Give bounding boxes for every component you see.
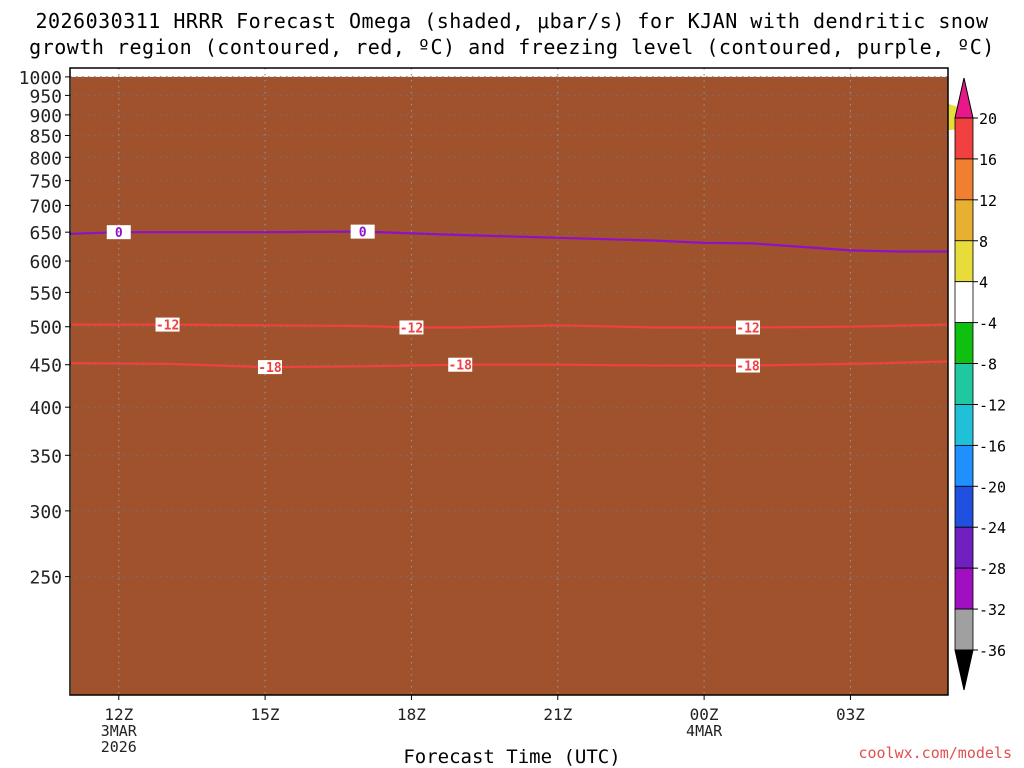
source-link[interactable]: coolwx.com/models [858, 744, 1012, 762]
colorbar-segment-3 [954, 240, 974, 283]
dgz-minus12-label-bg-1 [399, 320, 424, 335]
colorbar-segment-1 [954, 158, 974, 201]
colorbar-label-13: -36 [979, 642, 1006, 660]
colorbar-label-9: -20 [979, 478, 1006, 496]
terrain-band [71, 76, 948, 696]
dgz-minus18-line [69, 360, 949, 369]
colorbar-segment-12 [954, 608, 974, 651]
x-tick-label-21Z: 21Z [543, 705, 572, 724]
colorbar-segment-7 [954, 404, 974, 446]
freezing-level-label-bg-0 [106, 225, 131, 240]
y-tick-label-250: 250 [29, 568, 62, 589]
colorbar-bottom-arrow [954, 649, 974, 691]
chart-title-line-2: growth region (contoured, red, ºC) and f… [29, 35, 995, 59]
dgz-minus12-label-0: -12 [156, 319, 179, 334]
x-tick-sublabel-12Z: 3MAR [101, 722, 138, 740]
colorbar-label-12: -32 [979, 601, 1006, 619]
dgz-minus12-label-1: -12 [400, 321, 423, 336]
y-tick-label-400: 400 [29, 398, 62, 419]
x-tick-year-12Z: 2026 [101, 738, 137, 756]
colorbar-top-arrow [954, 77, 974, 119]
colorbar-label-3: 8 [979, 233, 988, 251]
x-tick-label-18Z: 18Z [397, 705, 426, 724]
x-tick-label-00Z: 00Z [690, 705, 719, 724]
freezing-level-label-bg-1 [350, 224, 375, 239]
colorbar-label-0: 20 [979, 110, 997, 128]
colorbar-label-7: -12 [979, 396, 1006, 414]
y-tick-label-650: 650 [29, 223, 62, 244]
y-tick-label-500: 500 [29, 318, 62, 339]
dgz-minus18-label-bg-0 [257, 360, 282, 375]
colorbar-segment-10 [954, 526, 974, 569]
colorbar-label-4: 4 [979, 274, 988, 292]
y-tick-label-750: 750 [29, 172, 62, 193]
x-tick-label-15Z: 15Z [251, 705, 280, 724]
freezing-level-label-0: 0 [115, 226, 123, 241]
colorbar-label-10: -24 [979, 519, 1006, 537]
dgz-minus18-label-0: -18 [258, 361, 282, 376]
colorbar-label-1: 16 [979, 151, 997, 169]
colorbar-label-11: -28 [979, 560, 1006, 578]
y-tick-label-700: 700 [29, 196, 62, 217]
dgz-minus18-label-1: -18 [448, 359, 472, 374]
dgz-minus12-label-bg-2 [736, 320, 761, 335]
x-axis-label: Forecast Time (UTC) [403, 746, 621, 768]
y-tick-label-450: 450 [29, 356, 62, 377]
colorbar-segment-5 [954, 322, 974, 364]
x-tick-sublabel-00Z: 4MAR [686, 722, 723, 740]
y-tick-label-800: 800 [29, 148, 62, 169]
colorbar-segment-2 [954, 199, 974, 242]
y-tick-label-600: 600 [29, 252, 62, 273]
colorbar-label-5: -4 [979, 315, 997, 333]
plot-frame [69, 67, 949, 696]
y-tick-label-950: 950 [29, 86, 62, 107]
freezing-level-label-1: 0 [359, 226, 367, 241]
colorbar-label-6: -8 [979, 356, 997, 374]
dgz-minus18-label-bg-1 [448, 357, 473, 372]
y-tick-label-550: 550 [29, 283, 62, 304]
colorbar-segment-0 [954, 117, 974, 160]
colorbar-segment-9 [954, 485, 974, 528]
colorbar-segment-4 [954, 281, 974, 324]
colorbar-label-8: -16 [979, 437, 1006, 455]
x-tick-label-03Z: 03Z [836, 705, 865, 724]
dgz-minus18-label-2: -18 [736, 360, 760, 375]
y-tick-label-900: 900 [29, 106, 62, 127]
dgz-minus18-label-bg-2 [736, 358, 761, 373]
freezing-level-line [69, 230, 948, 253]
colorbar-segment-8 [954, 444, 974, 487]
colorbar-label-2: 12 [979, 192, 997, 210]
chart-title-line-1: 2026030311 HRRR Forecast Omega (shaded, … [35, 9, 989, 33]
colorbar-segment-11 [954, 567, 974, 610]
dgz-minus12-line [70, 323, 949, 329]
y-tick-label-1000: 1000 [19, 68, 62, 89]
x-tick-label-12Z: 12Z [104, 705, 133, 724]
y-tick-label-300: 300 [29, 502, 62, 523]
y-tick-label-350: 350 [29, 446, 62, 467]
dgz-minus12-label-bg-0 [155, 317, 180, 332]
dgz-minus12-label-2: -12 [736, 321, 759, 336]
y-tick-label-850: 850 [29, 126, 62, 147]
colorbar-segment-6 [954, 363, 974, 405]
